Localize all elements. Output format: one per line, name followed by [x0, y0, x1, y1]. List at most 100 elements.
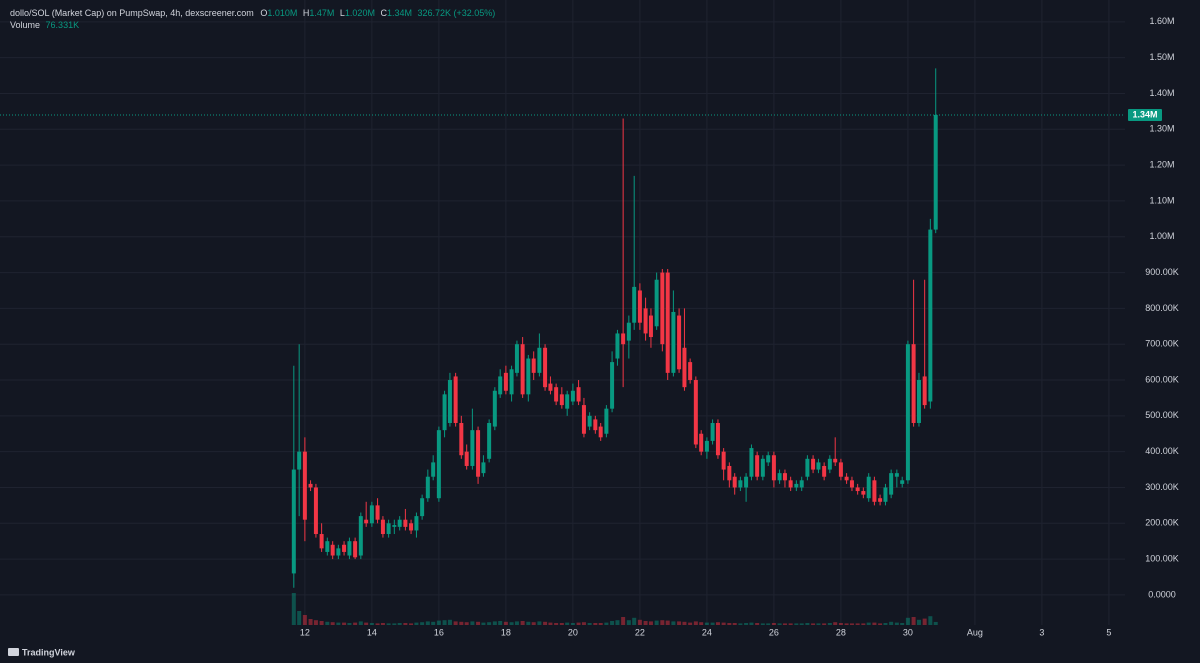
volume-layer [291, 593, 938, 625]
candle-body [459, 422, 464, 456]
volume-bar [755, 623, 760, 625]
candle-body [688, 362, 693, 381]
candle-body [799, 480, 804, 488]
candle-body [397, 519, 402, 527]
volume-bar [916, 619, 921, 625]
header-title: dollo/SOL (Market Cap) on PumpSwap, 4h, … [10, 8, 254, 18]
legend-key: H [303, 8, 310, 18]
legend-key: C [380, 8, 387, 18]
logo-text: TradingView [22, 647, 76, 657]
volume-bar [872, 622, 877, 625]
volume-bar [805, 623, 810, 625]
candle-body [883, 487, 888, 502]
candle-body [727, 465, 732, 481]
volume-bar [509, 622, 514, 625]
candle-body [894, 473, 899, 477]
y-tick-label: 600.00K [1145, 374, 1179, 384]
volume-bar [704, 622, 709, 625]
candle-body [593, 419, 598, 431]
volume-bar [543, 621, 548, 625]
volume-bar [744, 623, 749, 625]
y-tick-label: 0.0000 [1148, 589, 1176, 599]
candle-body [548, 383, 553, 391]
x-tick-label: 24 [702, 627, 712, 637]
candle-body [693, 380, 698, 445]
candle-body [492, 390, 497, 427]
candle-body [805, 458, 810, 477]
candle-body [905, 344, 910, 481]
candle-body [849, 480, 854, 488]
x-tick-label: 20 [568, 627, 578, 637]
volume-bar [459, 621, 464, 625]
candle-body [855, 487, 860, 492]
volume-bar [487, 622, 492, 625]
volume-bar [409, 623, 414, 625]
candle-body [302, 451, 307, 520]
volume-bar [911, 617, 916, 625]
candle-body [732, 476, 737, 488]
volume-bar [336, 622, 341, 625]
candle-body [677, 315, 682, 370]
candle-body [710, 422, 715, 441]
candle-body [392, 525, 397, 527]
candle-body [866, 476, 871, 499]
volume-bar [822, 623, 827, 625]
volume-bar [844, 623, 849, 625]
candle-body [615, 333, 620, 359]
volume-bar [481, 622, 486, 625]
volume-bar [364, 622, 369, 625]
x-tick-label: 30 [903, 627, 913, 637]
candle-body [699, 433, 704, 452]
logo-icon [8, 648, 19, 656]
candle-body [654, 279, 659, 327]
candle-body [526, 358, 531, 395]
candle-body [570, 390, 575, 402]
volume-bar [498, 621, 503, 625]
volume-bar [431, 621, 436, 625]
y-tick-label: 1.40M [1149, 88, 1174, 98]
volume-bar [788, 623, 793, 625]
volume-bar [576, 622, 581, 625]
x-tick-label: 26 [769, 627, 779, 637]
volume-bar [342, 622, 347, 625]
candle-body [559, 394, 564, 406]
candle-body [386, 523, 391, 535]
y-tick-label: 1.30M [1149, 124, 1174, 134]
x-tick-label: 22 [635, 627, 645, 637]
volume-bar [682, 621, 687, 625]
volume-bar [464, 622, 469, 625]
candle-body [425, 476, 430, 499]
y-tick-label: 800.00K [1145, 303, 1179, 313]
volume-bar [554, 623, 559, 625]
logo: TradingView [8, 647, 76, 657]
candle-body [671, 311, 676, 373]
candle-body [336, 548, 341, 556]
volume-bar [375, 623, 380, 625]
y-tick-label: 1.00M [1149, 231, 1174, 241]
candle-body [325, 541, 330, 552]
candle-body [715, 422, 720, 456]
last-price-label: 1.34M [1132, 109, 1157, 119]
candle-body [543, 347, 548, 388]
volume-bar [308, 619, 313, 625]
legend-value: 1.010M [267, 8, 297, 18]
volume-bar [894, 622, 899, 625]
candle-body [364, 519, 369, 524]
volume-bar [677, 621, 682, 625]
volume-bar [319, 621, 324, 625]
candle-body [916, 380, 921, 423]
candle-body [878, 498, 883, 502]
volume-bar [291, 593, 296, 625]
candle-body [436, 430, 441, 499]
volume-bar [520, 621, 525, 625]
candle-body [922, 376, 927, 406]
volume-bar [827, 623, 832, 625]
candle-body [643, 308, 648, 334]
volume-bar [665, 620, 670, 625]
candle-body [933, 114, 938, 230]
candle-body [721, 451, 726, 470]
volume-bar [492, 621, 497, 625]
candle-body [358, 516, 363, 556]
